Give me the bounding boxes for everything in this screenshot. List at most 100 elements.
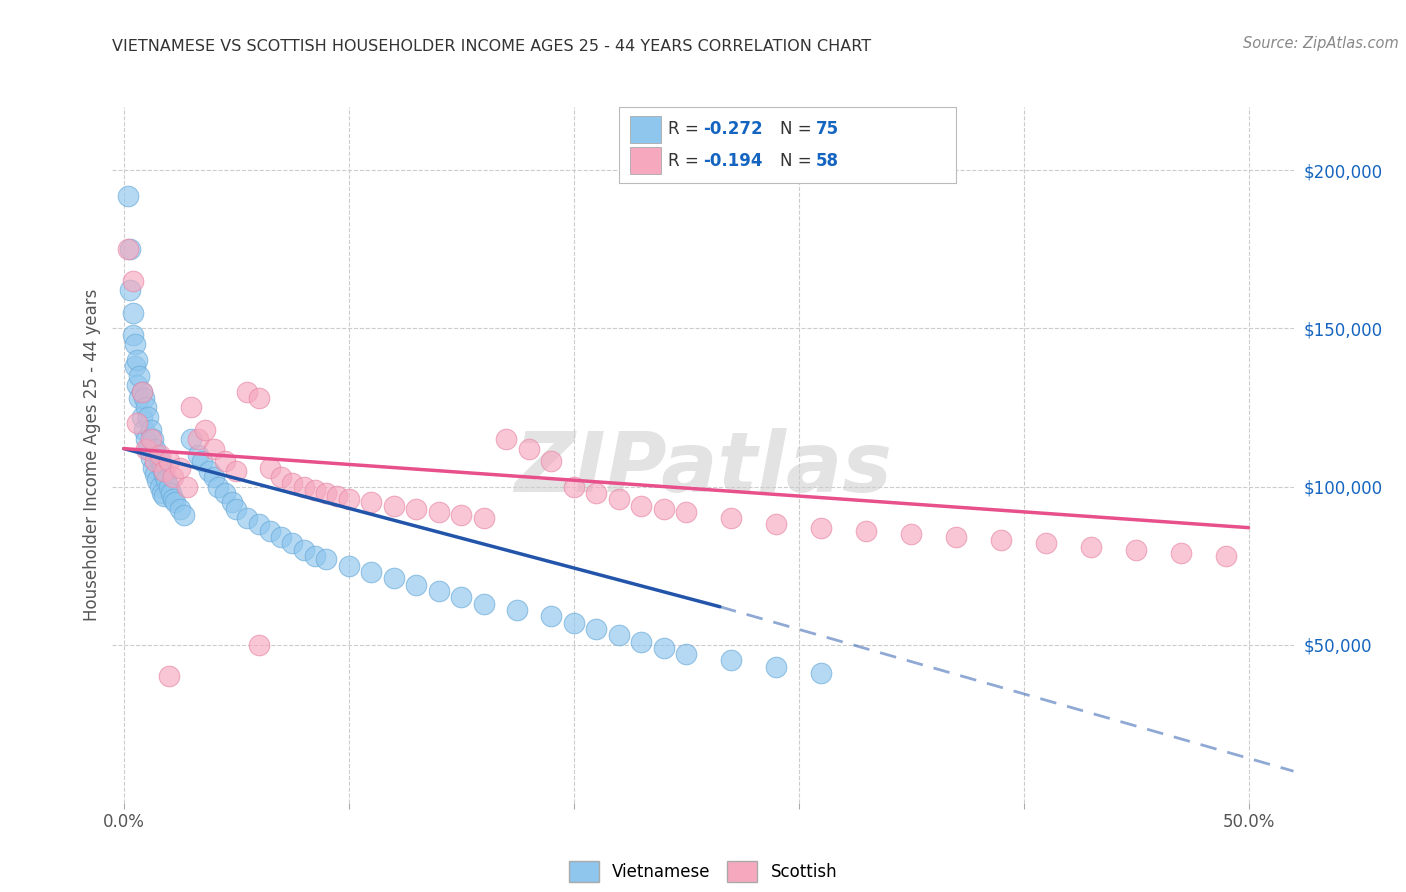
Point [138,409,160,424]
Point [450,591,472,605]
Point [139,451,162,466]
Point [173,508,195,522]
Point [270,530,292,544]
Point [259,460,281,475]
Point [236,511,259,525]
Point [259,524,281,538]
Point [270,470,292,484]
Text: 75: 75 [815,120,838,138]
Point [225,501,247,516]
Point [120,243,142,257]
Point [221,495,243,509]
Point [149,479,172,493]
Point [135,401,157,415]
Point [236,384,259,399]
Point [281,536,304,550]
Point [139,432,162,446]
Y-axis label: Householder Income Ages 25 - 44 years: Householder Income Ages 25 - 44 years [83,289,101,621]
Point [187,432,209,446]
Point [132,391,155,405]
Point [165,495,187,509]
Point [304,549,326,563]
Point [247,517,270,532]
Point [337,492,360,507]
Point [142,460,165,475]
Text: R =: R = [668,120,704,138]
Point [162,492,184,507]
Point [630,499,652,513]
Point [990,533,1012,548]
Point [143,442,166,456]
Point [191,454,214,468]
Point [162,470,184,484]
Point [855,524,877,538]
Point [360,565,382,579]
Point [1215,549,1237,563]
Point [427,505,450,519]
Point [405,501,427,516]
Point [405,577,427,591]
Point [121,274,143,288]
Point [176,479,198,493]
Point [187,448,209,462]
Point [900,527,922,541]
Text: VIETNAMESE VS SCOTTISH HOUSEHOLDER INCOME AGES 25 - 44 YEARS CORRELATION CHART: VIETNAMESE VS SCOTTISH HOUSEHOLDER INCOM… [112,38,872,54]
Point [652,501,675,516]
Point [810,666,832,681]
Point [247,638,270,652]
Text: R =: R = [668,152,704,169]
Point [225,464,247,478]
Point [382,571,405,585]
Point [117,188,139,202]
Point [720,653,742,667]
Point [540,454,562,468]
Point [150,460,173,475]
Point [1170,546,1192,560]
Point [472,511,495,525]
Point [149,454,172,468]
Point [143,467,166,481]
Point [127,417,149,431]
Point [945,530,967,544]
Text: N =: N = [780,120,817,138]
Point [131,409,153,424]
Point [138,442,160,456]
Point [169,460,191,475]
Point [562,615,585,630]
Point [153,467,176,481]
Point [131,384,153,399]
Point [139,423,162,437]
Point [326,489,349,503]
Point [131,384,153,399]
Point [540,609,562,624]
Point [117,243,139,257]
Point [675,505,697,519]
Point [585,486,607,500]
Point [146,448,169,462]
Text: N =: N = [780,152,817,169]
Point [180,401,202,415]
Point [207,479,229,493]
Point [202,470,225,484]
Point [143,454,166,468]
Point [517,442,540,456]
Point [292,479,315,493]
Point [142,432,165,446]
Point [607,628,630,642]
Point [132,423,155,437]
Point [121,305,143,319]
Point [214,486,236,500]
Point [127,378,149,392]
Point [202,442,225,456]
Point [157,479,180,493]
Point [281,476,304,491]
Point [337,558,360,573]
Text: -0.194: -0.194 [703,152,762,169]
Point [810,521,832,535]
Point [146,473,169,487]
Point [292,542,315,557]
Point [450,508,472,522]
Point [135,432,157,446]
Point [304,483,326,497]
Point [124,359,146,374]
